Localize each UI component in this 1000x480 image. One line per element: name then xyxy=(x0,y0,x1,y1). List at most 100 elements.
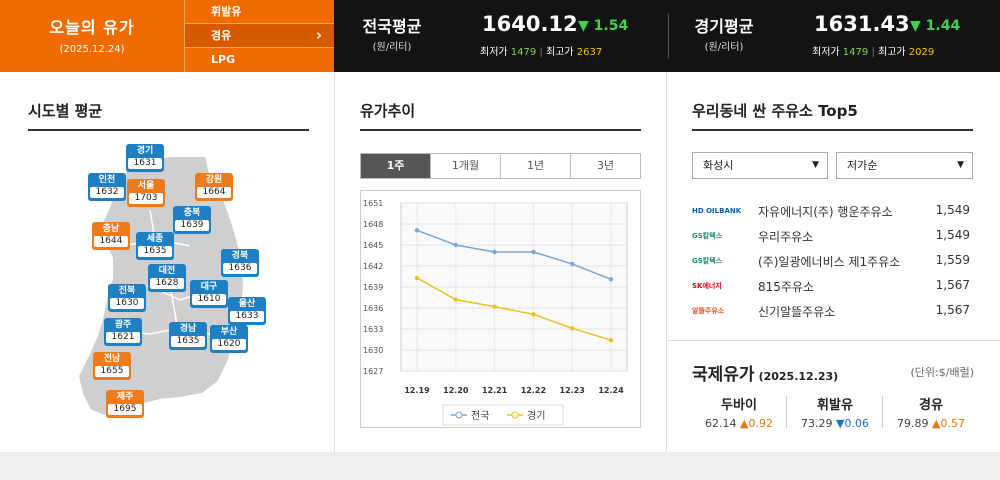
x-tick-label: 12.24 xyxy=(598,386,624,395)
fuel-type-menu: 휘발유 경유 › LPG xyxy=(184,0,334,72)
tab-1year[interactable]: 1년 xyxy=(501,154,571,178)
max-label: 최고가 xyxy=(546,47,574,58)
divider xyxy=(334,72,335,452)
region-badge-전남[interactable]: 전남 1655 xyxy=(93,352,131,380)
station-row[interactable]: GS칼텍스 (주)일광에너비스 제1주유소 1,559 xyxy=(692,250,974,272)
region-badge-대전[interactable]: 대전 1628 xyxy=(148,264,186,292)
triangle-down-icon: ▼ xyxy=(812,160,819,170)
region-select-value: 화성시 xyxy=(703,159,734,172)
tab-3year[interactable]: 3년 xyxy=(571,154,640,178)
region-badge-세종[interactable]: 세종 1635 xyxy=(136,232,174,260)
region-value: 1703 xyxy=(129,193,163,204)
trend-title: 유가추이 xyxy=(360,102,416,120)
region-value: 1664 xyxy=(197,187,231,198)
fuel-tab-gasoline[interactable]: 휘발유 xyxy=(185,0,334,24)
region-value: 1636 xyxy=(223,263,257,274)
y-tick-label: 1633 xyxy=(363,325,383,334)
station-price: 1,549 xyxy=(935,228,970,242)
region-badge-경남[interactable]: 경남 1635 xyxy=(169,322,207,350)
intl-title: 국제유가 (2025.12.23) xyxy=(692,360,838,385)
gyeonggi-min-max: 최저가 1479 | 최고가 2029 xyxy=(812,47,935,58)
intl-item-change: ▲0.57 xyxy=(932,417,965,430)
top-banner: 오늘의 유가 (2025.12.24) 휘발유 경유 › LPG 전국평균 (원/… xyxy=(0,0,1000,72)
fuel-tab-diesel[interactable]: 경유 › xyxy=(185,24,334,48)
data-point xyxy=(492,249,497,255)
min-value: 1479 xyxy=(842,47,869,58)
region-badge-제주[interactable]: 제주 1695 xyxy=(106,390,144,418)
series-line-전국 xyxy=(416,229,612,280)
region-value: 1610 xyxy=(192,294,226,305)
region-name: 제주 xyxy=(116,392,134,402)
min-label: 최저가 xyxy=(812,47,840,58)
divider xyxy=(882,396,883,428)
region-badge-울산[interactable]: 울산 1633 xyxy=(228,297,266,325)
trend-chart-svg: 1651 1648 1645 1642 1639 1636 1633 1630 1627 12.1… xyxy=(363,199,628,426)
fuel-tab-lpg[interactable]: LPG xyxy=(185,48,334,72)
region-badge-충북[interactable]: 충북 1639 xyxy=(173,206,211,234)
station-name: (주)일광에너비스 제1주유소 xyxy=(758,255,901,269)
legend-box xyxy=(442,404,564,426)
today-price-panel: 오늘의 유가 (2025.12.24) xyxy=(0,0,184,72)
intl-item-values: 79.89 ▲0.57 xyxy=(884,417,978,430)
intl-date: (2025.12.23) xyxy=(758,370,839,383)
station-row[interactable]: HD OILBANK 자유에너지(주) 행운주유소 1,549 xyxy=(692,200,974,222)
data-point xyxy=(531,249,536,255)
data-point xyxy=(414,275,420,281)
x-tick-label: 12.19 xyxy=(404,386,430,395)
station-price: 1,559 xyxy=(935,253,970,267)
region-badge-경기[interactable]: 경기 1631 xyxy=(126,144,164,172)
gyeonggi-average: 경기평균 (원/리터) 1631.43 ▼ 1.44 최저가 1479 | 최고… xyxy=(684,0,984,72)
region-name: 충남 xyxy=(102,224,120,234)
station-row[interactable]: 알뜰주유소 신기알뜰주유소 1,567 xyxy=(692,300,974,322)
sort-select[interactable]: 저가순 ▼ xyxy=(836,152,973,179)
national-avg-price: 1640.12 xyxy=(482,12,578,36)
fuel-tab-label: 경유 xyxy=(211,29,232,42)
region-select[interactable]: 화성시 ▼ xyxy=(692,152,828,179)
tab-1week[interactable]: 1주 xyxy=(361,154,431,178)
brand-logo-icon: HD OILBANK xyxy=(692,207,742,215)
region-badge-광주[interactable]: 광주 1621 xyxy=(104,318,142,346)
divider xyxy=(786,396,787,428)
title-underline xyxy=(360,129,641,131)
region-badge-서울[interactable]: 서울 1703 xyxy=(127,179,165,207)
title-underline xyxy=(28,129,309,131)
region-name: 세종 xyxy=(146,234,164,244)
station-row[interactable]: SK에너지 815주유소 1,567 xyxy=(692,275,974,297)
intl-item-price: 73.29 xyxy=(801,417,837,430)
station-row[interactable]: GS칼텍스 우리주유소 1,549 xyxy=(692,225,974,247)
data-point xyxy=(531,312,536,317)
intl-item-price: 79.89 xyxy=(897,417,933,430)
intl-item-name: 경유 xyxy=(919,398,943,413)
region-badge-부산[interactable]: 부산 1620 xyxy=(210,325,248,353)
legend-label: 경기 xyxy=(527,409,545,422)
region-name: 서울 xyxy=(137,181,155,191)
y-tick-label: 1636 xyxy=(363,304,383,313)
region-name: 강원 xyxy=(205,175,223,185)
region-badge-충남[interactable]: 충남 1644 xyxy=(92,222,130,250)
top5-title: 우리동네 싼 주유소 Top5 xyxy=(692,102,858,120)
max-value: 2637 xyxy=(576,47,603,58)
region-value: 1620 xyxy=(212,339,246,350)
y-tick-label: 1648 xyxy=(363,220,383,229)
trend-chart: 1651 1648 1645 1642 1639 1636 1633 1630 1627 12.1… xyxy=(360,190,641,428)
region-badge-인천[interactable]: 인천 1632 xyxy=(88,173,126,201)
national-avg-change: ▼ 1.54 xyxy=(578,18,629,34)
divider xyxy=(666,72,667,452)
tab-1month[interactable]: 1개월 xyxy=(431,154,501,178)
region-name: 대전 xyxy=(158,266,176,276)
chevron-right-icon: › xyxy=(315,26,322,44)
data-point xyxy=(608,277,614,282)
intl-item-name: 휘발유 xyxy=(817,398,853,413)
region-badge-경북[interactable]: 경북 1636 xyxy=(221,249,259,277)
national-average: 전국평균 (원/리터) 1640.12 ▼ 1.54 최저가 1479 | 최고… xyxy=(352,0,652,72)
data-point xyxy=(414,228,420,233)
region-badge-전북[interactable]: 전북 1630 xyxy=(108,284,146,312)
region-badge-강원[interactable]: 강원 1664 xyxy=(195,173,233,201)
region-badge-대구[interactable]: 대구 1610 xyxy=(190,280,228,308)
region-value: 1631 xyxy=(128,158,162,169)
region-value: 1695 xyxy=(108,404,142,415)
intl-item-change: ▼0.06 xyxy=(836,417,869,430)
region-value: 1635 xyxy=(138,246,172,257)
region-value: 1639 xyxy=(175,220,209,231)
intl-price-item: 휘발유 73.29 ▼0.06 xyxy=(788,394,882,430)
